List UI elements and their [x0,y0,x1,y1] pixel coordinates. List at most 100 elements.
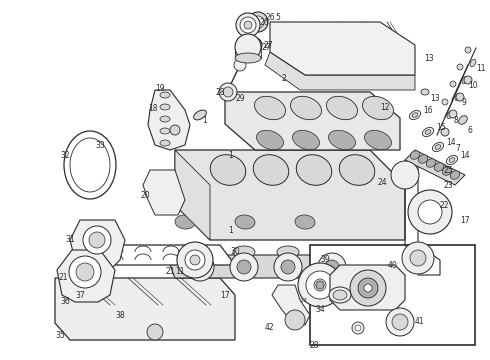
Ellipse shape [365,130,392,150]
Text: 12: 12 [380,103,390,112]
Text: 38: 38 [115,310,124,320]
Ellipse shape [442,167,452,175]
Text: 32: 32 [60,150,70,159]
Ellipse shape [296,155,332,185]
Circle shape [230,253,258,281]
Circle shape [234,59,246,71]
Text: 2: 2 [282,73,287,82]
Polygon shape [143,170,185,215]
Circle shape [465,47,471,53]
Circle shape [244,21,252,29]
Circle shape [236,13,260,37]
Text: 17: 17 [460,216,469,225]
Text: 37: 37 [75,291,85,300]
Text: 13: 13 [430,94,440,103]
Ellipse shape [160,140,170,146]
Text: 17: 17 [220,291,230,300]
Ellipse shape [328,130,356,150]
Circle shape [237,260,251,274]
Circle shape [235,34,261,60]
Circle shape [456,93,464,101]
Text: 36: 36 [60,297,70,306]
Ellipse shape [160,104,170,110]
Ellipse shape [447,111,453,119]
Ellipse shape [421,89,429,95]
Ellipse shape [233,246,255,258]
Text: 11: 11 [476,63,486,72]
Ellipse shape [425,130,431,134]
Circle shape [147,324,163,340]
Text: 33: 33 [95,140,105,149]
Ellipse shape [449,158,455,162]
Circle shape [442,99,448,105]
Circle shape [190,255,200,265]
Ellipse shape [256,130,284,150]
Ellipse shape [435,145,441,149]
Text: 25: 25 [443,166,453,175]
Circle shape [402,242,434,274]
Text: 24: 24 [378,177,388,186]
Text: 21: 21 [165,267,174,276]
Text: 1: 1 [228,150,233,159]
Circle shape [248,38,262,52]
Ellipse shape [363,96,393,120]
Circle shape [358,278,378,298]
Ellipse shape [293,130,319,150]
Polygon shape [55,278,235,340]
Circle shape [318,253,346,281]
Text: 27: 27 [263,41,272,50]
Circle shape [170,125,180,135]
Circle shape [76,263,94,281]
Circle shape [69,256,101,288]
Circle shape [449,110,457,118]
Circle shape [391,161,419,189]
Ellipse shape [189,246,211,258]
Polygon shape [405,150,465,185]
Text: 1: 1 [228,225,233,234]
Circle shape [408,190,452,234]
Ellipse shape [70,138,110,192]
Circle shape [316,281,324,289]
Polygon shape [175,150,405,240]
Ellipse shape [160,92,170,98]
Text: 28: 28 [310,341,319,350]
Circle shape [223,87,233,97]
Circle shape [274,253,302,281]
Circle shape [350,270,386,306]
Circle shape [450,81,456,87]
Text: 14: 14 [446,138,456,147]
Circle shape [89,232,105,248]
Ellipse shape [333,290,347,300]
Polygon shape [57,250,115,302]
Ellipse shape [426,159,436,167]
Polygon shape [330,265,405,310]
Text: 41: 41 [415,318,425,327]
Circle shape [386,308,414,336]
Circle shape [392,314,408,330]
Text: 21: 21 [58,274,68,283]
Circle shape [352,322,364,334]
Ellipse shape [254,96,286,120]
Ellipse shape [459,116,467,124]
Circle shape [410,250,426,266]
Text: 13: 13 [424,54,434,63]
Circle shape [306,271,334,299]
Text: 20: 20 [140,190,149,199]
Ellipse shape [160,128,170,134]
Text: 27: 27 [300,297,308,302]
Ellipse shape [295,215,315,229]
Text: 11: 11 [175,267,185,276]
Ellipse shape [470,59,476,67]
Polygon shape [175,150,210,240]
Ellipse shape [450,171,460,179]
Bar [235,46,261,58]
Text: 40: 40 [388,261,398,270]
Text: 14: 14 [460,150,469,159]
Ellipse shape [433,143,443,152]
Ellipse shape [194,110,206,120]
Text: 22: 22 [440,201,449,210]
Ellipse shape [277,246,299,258]
Ellipse shape [462,76,468,84]
Ellipse shape [291,96,321,120]
Ellipse shape [329,287,351,303]
